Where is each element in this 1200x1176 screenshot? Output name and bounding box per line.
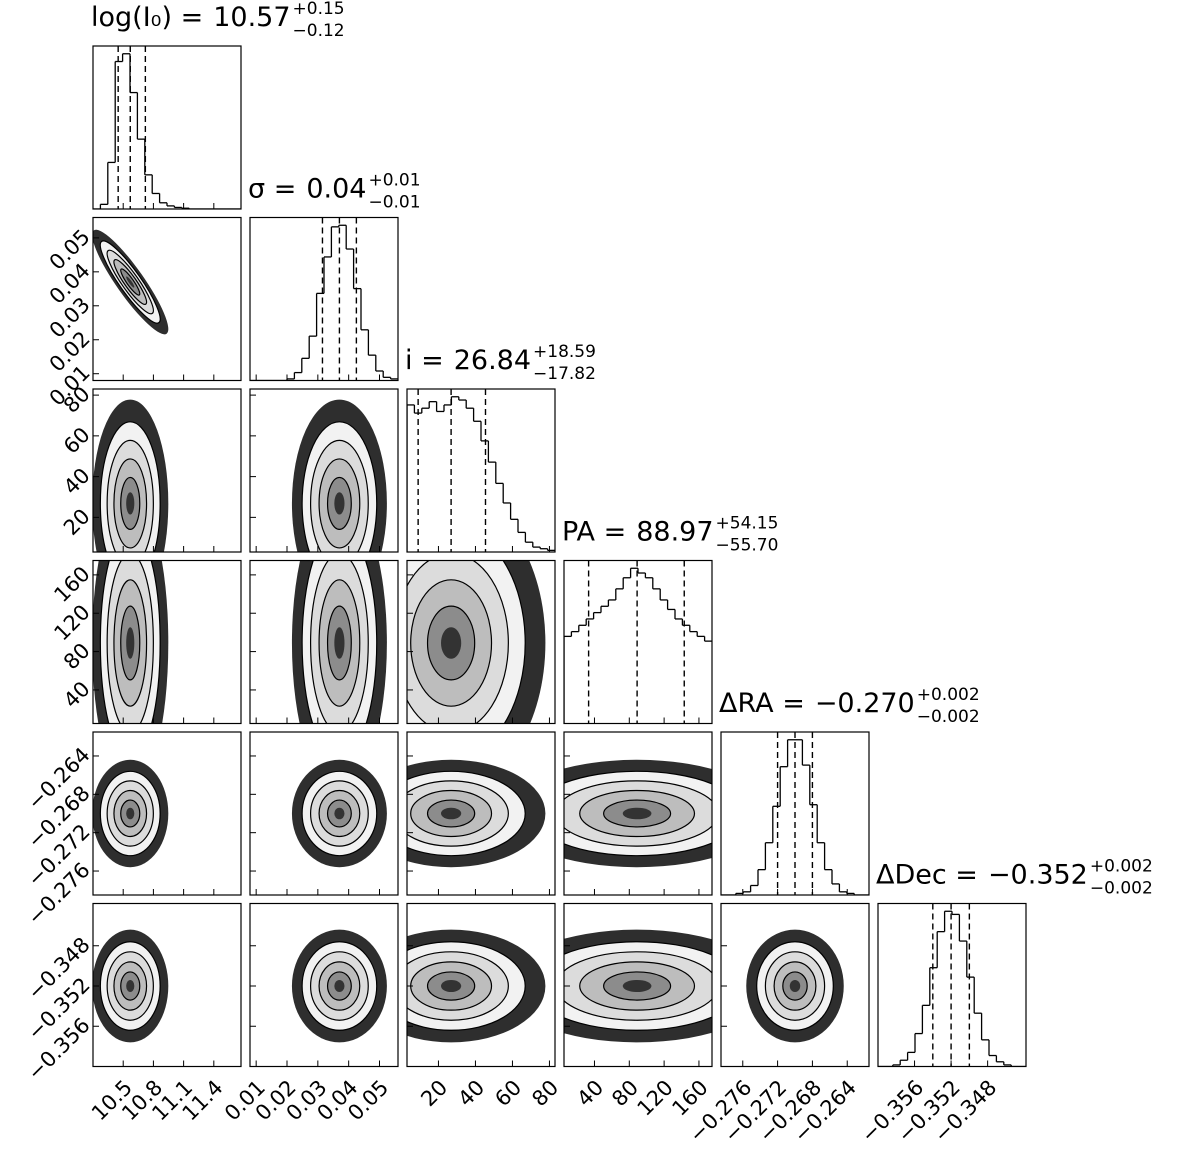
density-contour <box>334 492 345 515</box>
x-tick-label: 40 <box>453 1075 489 1111</box>
panel-frame <box>406 559 556 725</box>
density-contour <box>622 979 652 993</box>
y-tick-label: 160 <box>49 562 94 607</box>
panel-frame <box>249 902 399 1068</box>
panel <box>93 560 169 724</box>
panel-frame <box>406 731 556 896</box>
panel <box>407 759 546 868</box>
density-contour <box>789 979 801 993</box>
panel <box>407 560 546 724</box>
param-err-minus: −0.002 <box>1090 879 1153 899</box>
param-err-minus: −0.002 <box>917 707 980 727</box>
param-title: ΔRA = <box>719 688 805 719</box>
panel <box>93 229 169 335</box>
density-contour <box>441 807 462 820</box>
x-tick-label: 20 <box>416 1075 452 1111</box>
panel <box>291 759 387 868</box>
panel <box>407 389 555 552</box>
param-title: ΔDec = <box>876 860 978 891</box>
param-title: i = <box>405 345 444 376</box>
param-err-plus: +0.002 <box>917 685 980 705</box>
param-title: σ = <box>248 174 296 205</box>
panel-frame <box>249 731 399 896</box>
panel <box>250 217 398 381</box>
density-contour <box>126 627 135 659</box>
param-err-minus: −0.01 <box>368 193 420 213</box>
density-contour <box>126 979 135 993</box>
panel <box>291 929 387 1043</box>
x-tick-label: 60 <box>490 1075 526 1111</box>
y-tick-label: 40 <box>59 677 95 713</box>
panel <box>291 399 387 552</box>
panel-frame <box>563 559 713 725</box>
panel-frame <box>92 45 242 210</box>
y-tick-label: 40 <box>59 463 95 499</box>
panel <box>93 399 169 552</box>
panel <box>291 560 387 724</box>
panel-frame <box>720 902 870 1068</box>
panel-frame <box>92 559 242 725</box>
density-contour <box>334 627 345 659</box>
density-contour <box>441 979 462 993</box>
panel-frame <box>563 902 713 1068</box>
panel <box>407 929 546 1043</box>
density-contour <box>334 807 345 820</box>
density-contour <box>334 979 345 993</box>
panel <box>93 46 241 209</box>
y-tick-label: 20 <box>59 504 95 540</box>
panel <box>93 759 169 868</box>
density-contour <box>126 276 135 288</box>
panel <box>746 929 844 1043</box>
x-tick-label: 120 <box>633 1075 678 1120</box>
panel-frame <box>720 731 870 896</box>
param-err-minus: −55.70 <box>716 536 779 556</box>
x-tick-label: 40 <box>572 1075 608 1111</box>
y-tick-label: 120 <box>49 600 94 645</box>
panel-frame <box>92 388 242 553</box>
panel-frame <box>249 216 399 382</box>
panel-frame <box>877 902 1027 1068</box>
param-err-plus: +0.01 <box>368 171 420 191</box>
param-median: 88.97 <box>636 517 713 548</box>
param-title: PA = <box>562 517 626 548</box>
density-contour <box>441 627 462 659</box>
panel-frame <box>249 559 399 725</box>
density-contour <box>622 807 652 820</box>
param-err-minus: −17.82 <box>533 364 596 384</box>
panel-frame <box>92 902 242 1068</box>
panel-frame <box>406 902 556 1068</box>
panel <box>564 759 712 868</box>
panel <box>721 732 869 895</box>
density-contour <box>126 492 135 515</box>
param-median: 0.04 <box>306 174 366 205</box>
param-median: 10.57 <box>213 2 290 33</box>
panel-frame <box>92 216 242 382</box>
y-tick-label: 60 <box>59 423 95 459</box>
panel-frame <box>563 731 713 896</box>
panel-frame <box>92 731 242 896</box>
param-err-plus: +54.15 <box>716 514 779 534</box>
density-contour <box>126 807 135 820</box>
param-err-plus: +0.002 <box>1090 857 1153 877</box>
param-title: log(I₀) = <box>91 2 203 33</box>
param-median: −0.270 <box>815 688 915 719</box>
panel <box>564 560 712 724</box>
param-median: −0.352 <box>988 860 1088 891</box>
panel-frame <box>249 388 399 553</box>
x-tick-label: 80 <box>527 1075 563 1111</box>
param-err-plus: +0.15 <box>293 0 345 19</box>
param-err-minus: −0.12 <box>293 21 345 41</box>
panel-frame <box>406 388 556 553</box>
panel <box>93 929 169 1043</box>
panel <box>878 903 1026 1067</box>
panel <box>564 929 712 1043</box>
param-median: 26.84 <box>454 345 531 376</box>
param-err-plus: +18.59 <box>533 342 596 362</box>
